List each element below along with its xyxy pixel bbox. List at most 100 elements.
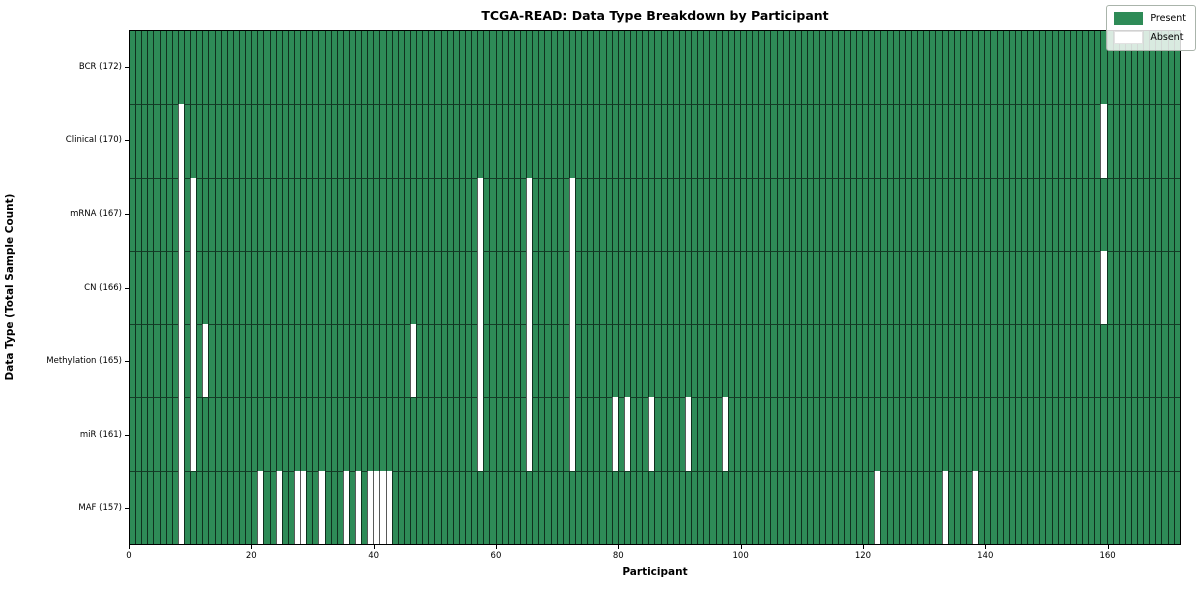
heatmap-cell — [483, 31, 490, 105]
heatmap-cell — [636, 31, 643, 105]
heatmap-cell — [807, 104, 814, 178]
heatmap-cell — [874, 177, 881, 251]
heatmap-cell — [941, 324, 948, 398]
heatmap-cell — [147, 104, 154, 178]
heatmap-cell — [226, 397, 233, 471]
heatmap-cell — [458, 31, 466, 105]
heatmap-cell — [355, 324, 362, 398]
heatmap-cell — [538, 31, 545, 105]
heatmap-cell — [1088, 31, 1095, 105]
heatmap-cell — [183, 31, 191, 105]
heatmap-cell — [654, 470, 661, 544]
heatmap-cell — [458, 250, 466, 325]
heatmap-cell — [520, 250, 527, 325]
y-tick-label: CN (166) — [84, 282, 122, 293]
heatmap-cell — [300, 324, 307, 398]
heatmap-cell — [410, 250, 417, 325]
heatmap-cell — [935, 250, 942, 325]
heatmap-cell — [849, 177, 857, 251]
heatmap-cell — [752, 324, 759, 398]
heatmap-cell — [941, 31, 948, 105]
heatmap-cell — [813, 104, 820, 178]
heatmap-cell — [1057, 31, 1064, 105]
heatmap-cell — [434, 324, 441, 398]
heatmap-cell — [1124, 31, 1131, 105]
heatmap-cell — [972, 31, 979, 105]
heatmap-cell — [837, 250, 844, 325]
heatmap-cell — [1082, 104, 1089, 178]
y-tick-mark — [125, 66, 129, 68]
heatmap-cell — [1002, 177, 1009, 251]
heatmap-cell — [1112, 250, 1119, 325]
heatmap-cell — [434, 104, 441, 178]
heatmap-cell — [697, 397, 704, 471]
heatmap-cell — [843, 31, 850, 105]
heatmap-cell — [1039, 31, 1046, 105]
heatmap-cell — [446, 104, 453, 178]
heatmap-cell — [788, 31, 795, 105]
heatmap-cell — [935, 324, 942, 398]
heatmap-cell — [764, 31, 771, 105]
heatmap-cell — [159, 470, 166, 544]
heatmap-cell — [904, 397, 911, 471]
heatmap-cell — [1106, 31, 1113, 105]
heatmap-cell — [703, 177, 710, 251]
heatmap-cell — [892, 31, 899, 105]
heatmap-cell — [361, 324, 368, 398]
heatmap-cell — [196, 177, 203, 251]
heatmap-cell — [617, 470, 624, 544]
heatmap-cell — [1130, 324, 1138, 398]
heatmap-cell — [1020, 324, 1028, 398]
heatmap-cell — [477, 470, 484, 544]
heatmap-cell — [965, 177, 973, 251]
heatmap-cell — [837, 324, 844, 398]
x-tick-label: 100 — [732, 551, 749, 561]
heatmap-cell — [410, 324, 417, 398]
heatmap-cell — [947, 104, 954, 178]
heatmap-cell — [452, 470, 459, 544]
heatmap-cell — [648, 31, 655, 105]
heatmap-cell — [196, 104, 203, 178]
heatmap-cell — [1020, 250, 1028, 325]
heatmap-cell — [226, 470, 233, 544]
heatmap-cell — [568, 324, 575, 398]
heatmap-cell — [355, 250, 362, 325]
heatmap-cell — [1069, 177, 1076, 251]
heatmap-cell — [1130, 104, 1138, 178]
heatmap-cell — [1161, 250, 1168, 325]
heatmap-cell — [874, 31, 881, 105]
heatmap-cell — [813, 177, 820, 251]
heatmap-cell — [758, 250, 765, 325]
heatmap-cell — [312, 104, 319, 178]
heatmap-cell — [1161, 397, 1168, 471]
heatmap-cell — [605, 470, 612, 544]
heatmap-cell — [452, 397, 459, 471]
heatmap-cell — [507, 470, 514, 544]
heatmap-cell — [226, 324, 233, 398]
heatmap-cell — [196, 324, 203, 398]
heatmap-cell — [507, 324, 514, 398]
heatmap-cell — [788, 177, 795, 251]
heatmap-cell — [788, 470, 795, 544]
heatmap-cell — [147, 324, 154, 398]
heatmap-cell — [1014, 104, 1021, 178]
heatmap-cell — [422, 470, 429, 544]
heatmap-cell — [1149, 324, 1156, 398]
heatmap-cell — [1014, 470, 1021, 544]
heatmap-cell — [1173, 250, 1180, 325]
heatmap-cell — [923, 250, 930, 325]
heatmap-cell — [416, 104, 423, 178]
heatmap-cell — [1002, 31, 1009, 105]
heatmap-cell — [807, 31, 814, 105]
heatmap-cell — [642, 177, 649, 251]
heatmap-cell — [862, 250, 869, 325]
heatmap-cell — [1088, 104, 1095, 178]
heatmap-cell — [733, 324, 740, 398]
heatmap-cell — [342, 397, 349, 471]
heatmap-cell — [605, 31, 612, 105]
heatmap-cell — [1161, 470, 1168, 544]
heatmap-cell — [654, 250, 661, 325]
heatmap-cell — [287, 104, 294, 178]
heatmap-cell — [336, 470, 343, 544]
heatmap-cell — [972, 397, 979, 471]
